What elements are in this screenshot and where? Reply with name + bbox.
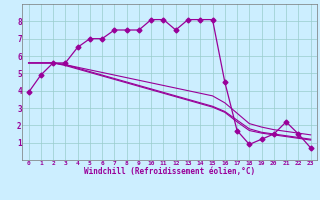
X-axis label: Windchill (Refroidissement éolien,°C): Windchill (Refroidissement éolien,°C) [84,167,255,176]
